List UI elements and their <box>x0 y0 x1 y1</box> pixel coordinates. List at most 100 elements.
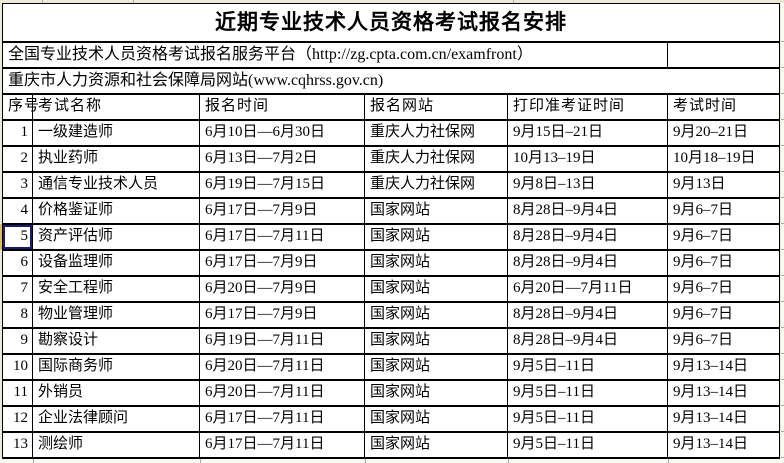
reg-time-cell[interactable]: 6月19日—7月11日 <box>199 327 365 355</box>
exam-time-cell[interactable]: 9月20–21日 <box>666 119 781 147</box>
national-platform-cell[interactable]: 全国专业技术人员资格考试报名服务平台（http://zg.cpta.com.cn… <box>2 41 668 69</box>
print-time-cell[interactable]: 8月28日–9月4日 <box>507 301 668 329</box>
exam-name-cell[interactable]: 外销员 <box>32 379 200 407</box>
page-title[interactable]: 近期专业技术人员资格考试报名安排 <box>1 3 781 43</box>
seq-cell[interactable]: 9 <box>2 327 33 355</box>
col-header-seq[interactable]: 序号 <box>2 93 39 121</box>
table-row: 7 安全工程师 6月20日—7月9日 国家网站 6月20日—7月11日 9月6–… <box>2 275 781 303</box>
print-time-cell[interactable]: 6月20日—7月11日 <box>507 275 668 303</box>
reg-site-cell[interactable]: 重庆人力社保网 <box>364 145 508 173</box>
seq-cell[interactable]: 11 <box>2 379 33 407</box>
seq-cell[interactable]: 2 <box>2 145 33 173</box>
reg-site-cell[interactable]: 国家网站 <box>364 223 508 251</box>
chongqing-site-cell[interactable]: 重庆市人力资源和社会保障局网站(www.cqhrss.gov.cn) <box>1 67 781 95</box>
reg-site-cell[interactable]: 国家网站 <box>364 379 508 407</box>
reg-time-cell[interactable]: 6月17日—7月9日 <box>199 249 365 277</box>
reg-site-cell[interactable]: 重庆人力社保网 <box>364 171 508 199</box>
reg-site-cell[interactable]: 国家网站 <box>364 353 508 381</box>
col-header-exam-time[interactable]: 考试时间 <box>666 93 781 121</box>
reg-site-cell[interactable]: 重庆人力社保网 <box>364 119 508 147</box>
reg-time-cell[interactable]: 6月17日—7月9日 <box>199 301 365 329</box>
exam-time-cell[interactable]: 9月13–14日 <box>666 353 781 381</box>
reg-site-cell[interactable]: 国家网站 <box>364 197 508 225</box>
reg-site-cell[interactable]: 国家网站 <box>364 275 508 303</box>
print-time-cell[interactable]: 9月5日–11日 <box>507 353 668 381</box>
seq-cell[interactable]: 12 <box>2 405 33 433</box>
col-header-print-time[interactable]: 打印准考证时间 <box>507 93 668 121</box>
seq-cell-selected[interactable]: 5 <box>2 223 33 251</box>
reg-time-cell[interactable]: 6月20日—7月11日 <box>199 379 365 407</box>
reg-time-cell[interactable]: 6月20日—7月11日 <box>199 353 365 381</box>
print-time-cell[interactable]: 9月5日–11日 <box>507 379 668 407</box>
reg-time-cell[interactable]: 6月17日—7月11日 <box>199 405 365 433</box>
grid-tick <box>33 458 34 463</box>
grid-tick <box>200 458 201 463</box>
exam-name-cell[interactable]: 物业管理师 <box>32 301 200 329</box>
empty-cell[interactable] <box>666 41 781 69</box>
reg-time-cell[interactable]: 6月13日—7月2日 <box>199 145 365 173</box>
seq-cell[interactable]: 7 <box>2 275 33 303</box>
reg-site-cell[interactable]: 国家网站 <box>364 249 508 277</box>
exam-time-cell[interactable]: 9月13–14日 <box>666 431 781 459</box>
reg-time-cell[interactable]: 6月17日—7月9日 <box>199 197 365 225</box>
seq-cell[interactable]: 10 <box>2 353 33 381</box>
reg-time-cell[interactable]: 6月19日—7月15日 <box>199 171 365 199</box>
seq-cell[interactable]: 8 <box>2 301 33 329</box>
exam-time-cell[interactable]: 9月6–7日 <box>666 197 781 225</box>
print-time-cell[interactable]: 10月13–19日 <box>507 145 668 173</box>
print-time-cell[interactable]: 8月28日–9月4日 <box>507 197 668 225</box>
exam-time-cell[interactable]: 9月6–7日 <box>666 249 781 277</box>
reg-time-cell[interactable]: 6月20日—7月9日 <box>199 275 365 303</box>
grid-tick <box>668 458 669 463</box>
exam-time-cell[interactable]: 9月6–7日 <box>666 301 781 329</box>
table-row: 9 勘察设计 6月19日—7月11日 国家网站 8月28日–9月4日 9月6–7… <box>2 327 781 355</box>
right-margin-gridticks <box>781 41 784 458</box>
reg-site-cell[interactable]: 国家网站 <box>364 301 508 329</box>
seq-cell[interactable]: 4 <box>2 197 33 225</box>
seq-cell[interactable]: 3 <box>2 171 33 199</box>
print-time-cell[interactable]: 8月28日–9月4日 <box>507 327 668 355</box>
exam-name-cell[interactable]: 执业药师 <box>32 145 200 173</box>
table-row: 1 一级建造师 6月10日—6月30日 重庆人力社保网 9月15日–21日 9月… <box>2 119 781 147</box>
print-time-cell[interactable]: 8月28日–9月4日 <box>507 223 668 251</box>
exam-time-cell[interactable]: 9月13日 <box>666 171 781 199</box>
print-time-cell[interactable]: 8月28日–9月4日 <box>507 249 668 277</box>
seq-cell[interactable]: 6 <box>2 249 33 277</box>
exam-time-cell[interactable]: 9月13–14日 <box>666 405 781 433</box>
exam-time-cell[interactable]: 10月18–19日 <box>666 145 781 173</box>
col-header-exam-name[interactable]: 考试名称 <box>32 93 200 121</box>
reg-site-cell[interactable]: 国家网站 <box>364 327 508 355</box>
header-row: 序号 考试名称 报名时间 报名网站 打印准考证时间 考试时间 <box>2 93 781 121</box>
reg-site-cell[interactable]: 国家网站 <box>364 405 508 433</box>
reg-time-cell[interactable]: 6月17日—7月11日 <box>199 431 365 459</box>
exam-name-cell[interactable]: 安全工程师 <box>32 275 200 303</box>
exam-time-cell[interactable]: 9月6–7日 <box>666 275 781 303</box>
grid-tick <box>365 458 366 463</box>
exam-name-cell[interactable]: 企业法律顾问 <box>32 405 200 433</box>
exam-name-cell[interactable]: 通信专业技术人员 <box>32 171 200 199</box>
reg-time-cell[interactable]: 6月10日—6月30日 <box>199 119 365 147</box>
col-header-reg-site[interactable]: 报名网站 <box>364 93 508 121</box>
exam-name-cell[interactable]: 测绘师 <box>32 431 200 459</box>
exam-name-cell[interactable]: 国际商务师 <box>32 353 200 381</box>
exam-time-cell[interactable]: 9月6–7日 <box>666 327 781 355</box>
reg-site-cell[interactable]: 国家网站 <box>364 431 508 459</box>
exam-time-cell[interactable]: 9月13–14日 <box>666 379 781 407</box>
exam-time-cell[interactable]: 9月6–7日 <box>666 223 781 251</box>
print-time-cell[interactable]: 9月8日–13日 <box>507 171 668 199</box>
reg-time-cell[interactable]: 6月17日—7月11日 <box>199 223 365 251</box>
print-time-cell[interactable]: 9月5日–11日 <box>507 405 668 433</box>
print-time-cell[interactable]: 9月5日–11日 <box>507 431 668 459</box>
seq-cell[interactable]: 13 <box>2 431 33 459</box>
selected-row-margin-highlight <box>0 224 2 250</box>
seq-cell[interactable]: 1 <box>2 119 33 147</box>
exam-name-cell[interactable]: 价格鉴证师 <box>32 197 200 225</box>
grid-tick <box>513 0 514 3</box>
exam-name-cell[interactable]: 资产评估师 <box>32 223 200 251</box>
print-time-cell[interactable]: 9月15日–21日 <box>507 119 668 147</box>
exam-name-cell[interactable]: 一级建造师 <box>32 119 200 147</box>
col-header-reg-time[interactable]: 报名时间 <box>199 93 365 121</box>
exam-name-cell[interactable]: 勘察设计 <box>32 327 200 355</box>
exam-name-cell[interactable]: 设备监理师 <box>32 249 200 277</box>
table-row: 3 通信专业技术人员 6月19日—7月15日 重庆人力社保网 9月8日–13日 … <box>2 171 781 199</box>
